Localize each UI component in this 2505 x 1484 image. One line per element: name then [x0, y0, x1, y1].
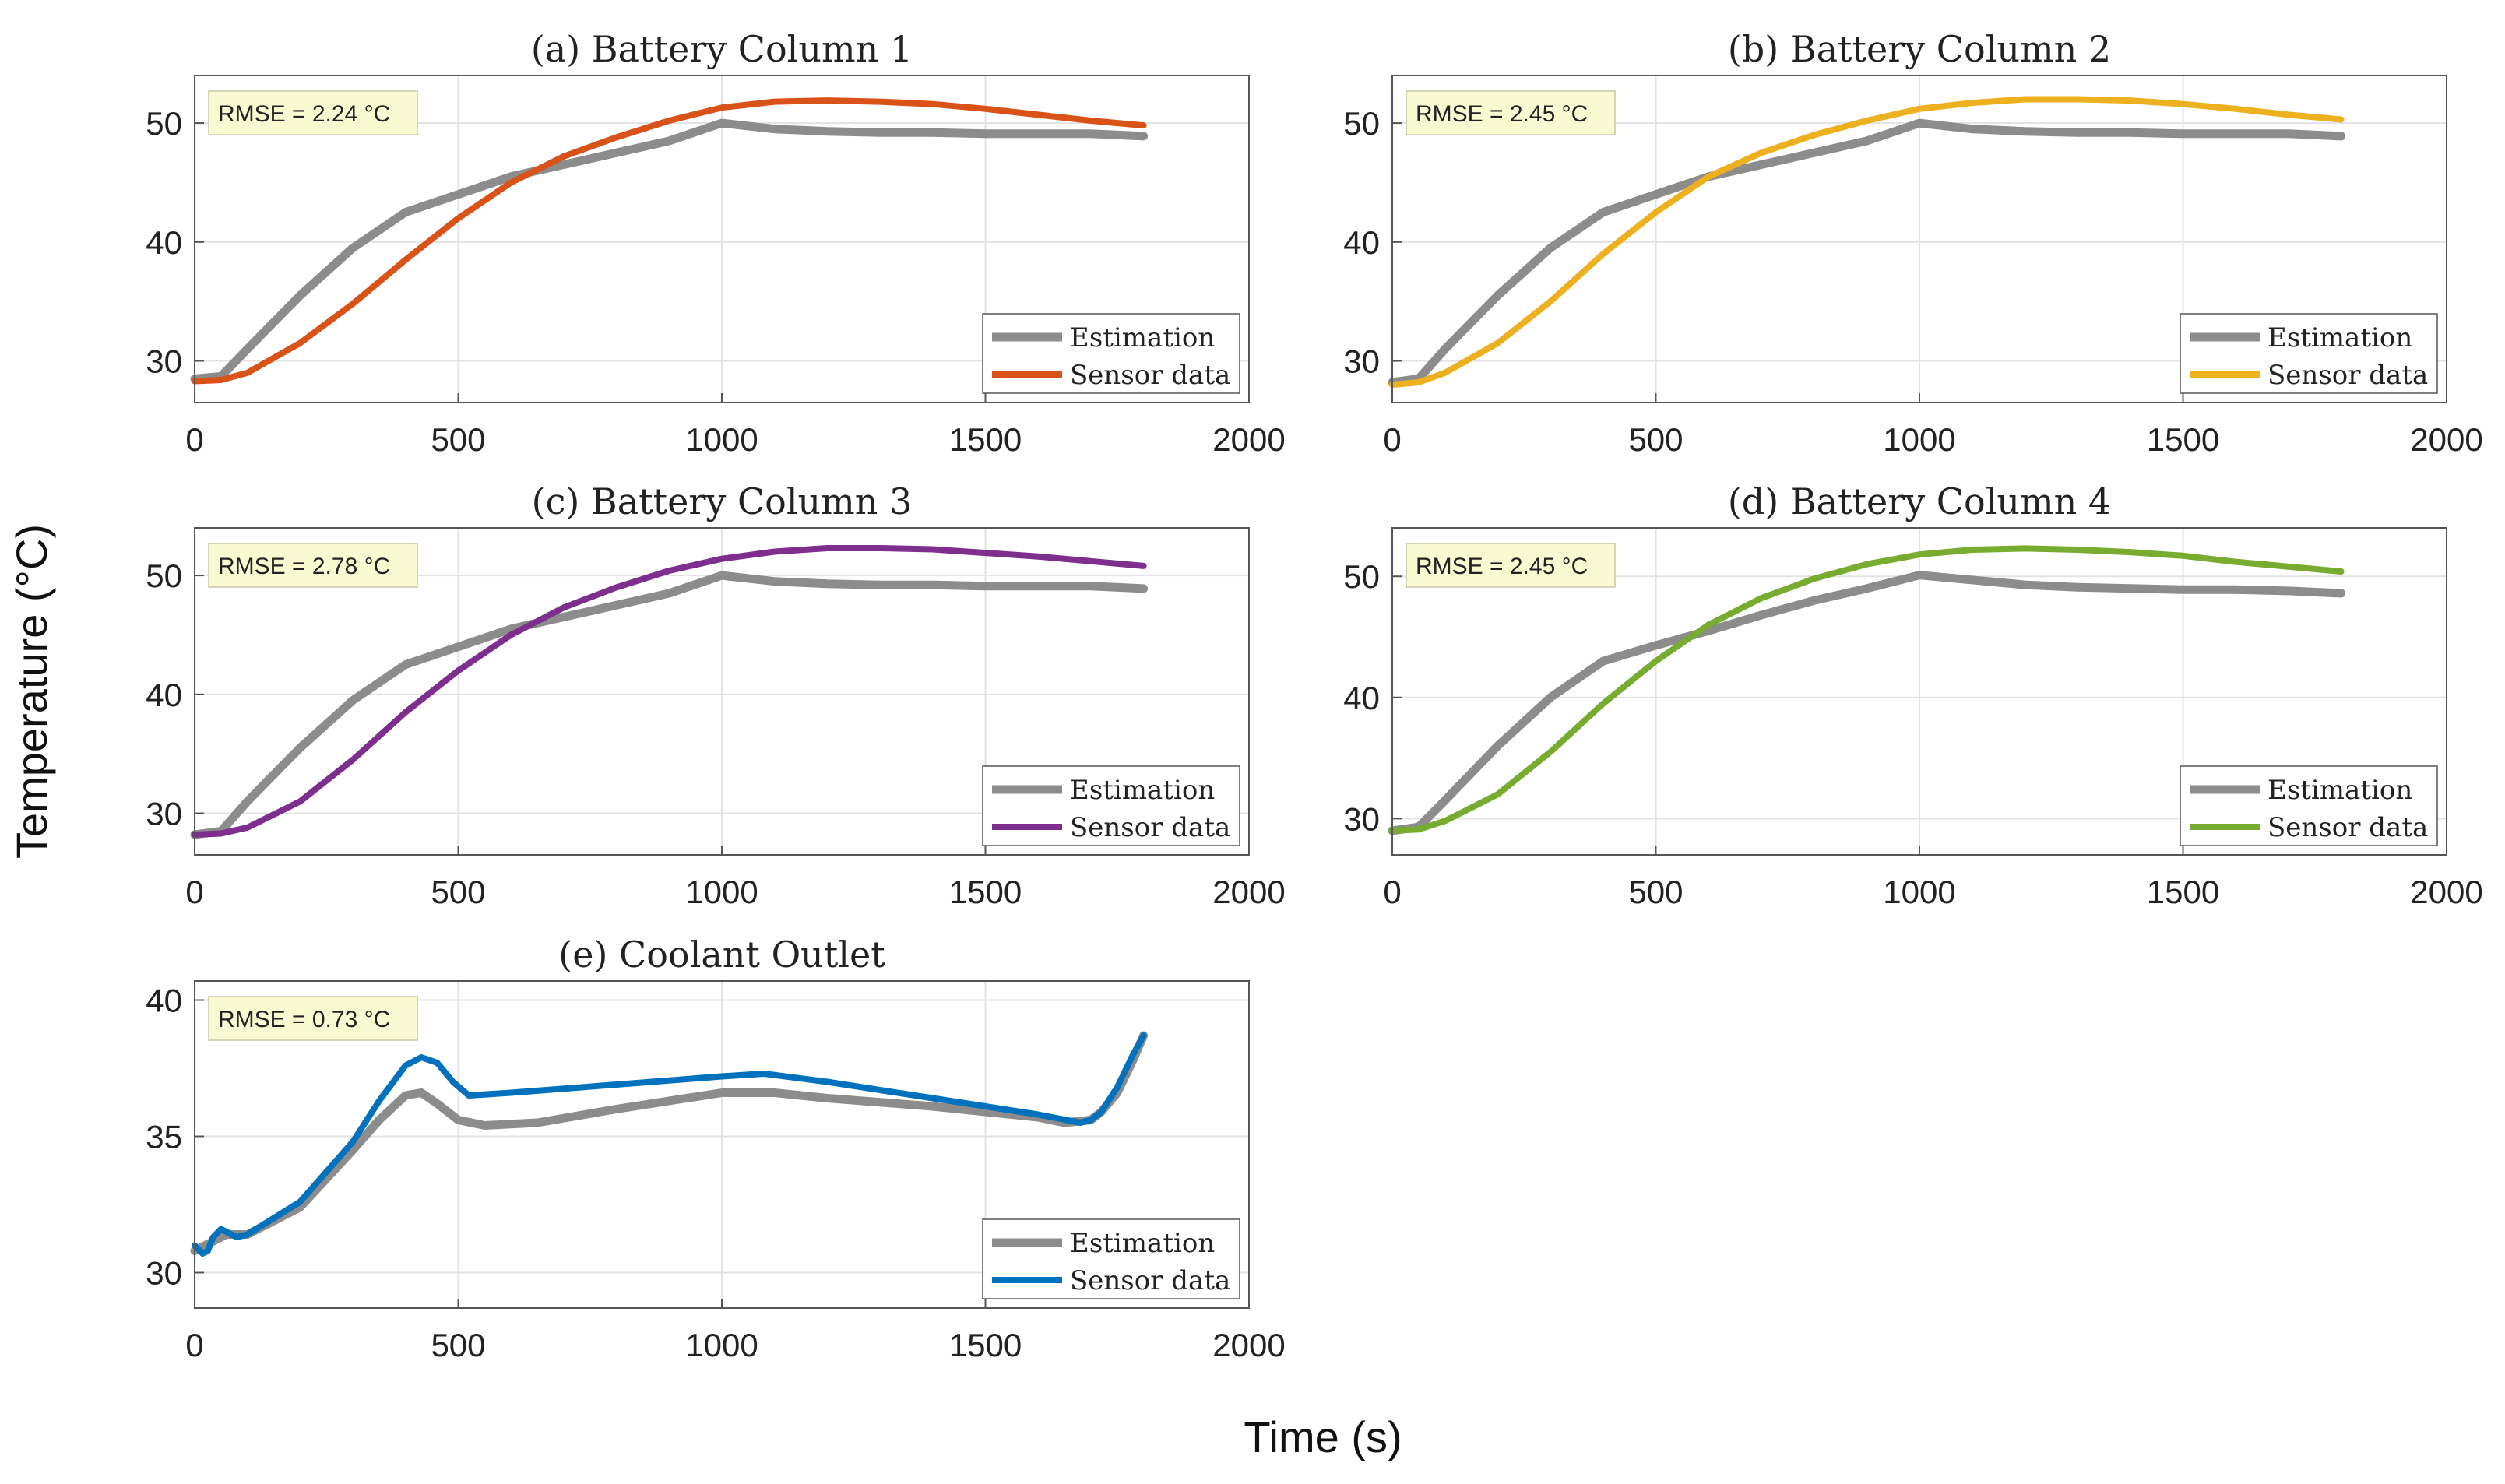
- x-tick-label: 0: [185, 874, 203, 910]
- x-tick-label: 1000: [685, 421, 758, 458]
- y-tick-label: 50: [146, 557, 182, 594]
- chart-title: (b) Battery Column 2: [1728, 28, 2111, 70]
- series-line-sensor: [192, 545, 1147, 838]
- chart-panel-1: 0 500 1000 1500 2000 30 40 50 (a) Battery Column…: [146, 28, 1285, 458]
- y-tick-label: 30: [1343, 800, 1380, 837]
- rmse-annotation-box: [1406, 90, 1616, 135]
- series-line-estimation: [190, 571, 1149, 839]
- x-tick-label: 2000: [1212, 1327, 1285, 1363]
- chart-panel-4: 0 500 1000 1500 2000 30 40 50 (d) Battery Column…: [1343, 480, 2482, 910]
- x-axis-label: Time (s): [1244, 1412, 1402, 1461]
- x-tick-label: 0: [185, 1327, 203, 1363]
- x-tick-label: 1500: [2147, 874, 2219, 910]
- y-tick-label: 40: [146, 983, 182, 1019]
- x-tick-label: 2000: [1212, 874, 1285, 910]
- legend-box: [982, 1218, 1240, 1299]
- rmse-annotation: RMSE = 2.78 °C: [218, 554, 390, 579]
- legend-box: [2180, 313, 2438, 394]
- legend-box: [982, 765, 1240, 846]
- series-line-estimation: [1388, 118, 2346, 387]
- rmse-annotation: RMSE = 0.73 °C: [218, 1007, 390, 1032]
- rmse-annotation-box: [1406, 543, 1616, 588]
- y-tick-label: 35: [146, 1119, 182, 1155]
- legend-label: Estimation: [1070, 1228, 1215, 1259]
- y-tick-label: 30: [146, 1255, 182, 1292]
- y-tick-label: 50: [146, 105, 182, 142]
- legend-label: Estimation: [1070, 322, 1215, 353]
- legend-label: Sensor data: [1070, 1265, 1230, 1296]
- legend-label: Sensor data: [1070, 812, 1230, 843]
- x-tick-label: 1500: [949, 874, 1022, 910]
- legend-label: Sensor data: [2268, 812, 2428, 843]
- x-tick-label: 500: [1628, 421, 1683, 458]
- x-tick-label: 1000: [1883, 874, 1955, 910]
- series-line-estimation: [190, 118, 1149, 383]
- y-tick-label: 30: [146, 343, 182, 380]
- x-tick-label: 1000: [685, 874, 758, 910]
- legend-box: [982, 313, 1240, 394]
- rmse-annotation-box: [208, 543, 418, 588]
- chart-title: (d) Battery Column 4: [1728, 480, 2111, 522]
- series-line-sensor: [192, 97, 1147, 385]
- y-tick-label: 40: [146, 677, 182, 713]
- x-tick-label: 2000: [2410, 874, 2482, 910]
- x-tick-label: 2000: [1212, 421, 1285, 458]
- y-tick-label: 40: [146, 224, 182, 261]
- legend-box: [2180, 765, 2438, 846]
- rmse-annotation: RMSE = 2.45 °C: [1416, 554, 1588, 579]
- y-tick-label: 50: [1343, 105, 1380, 142]
- series-line-sensor: [1389, 96, 2345, 389]
- series-line-sensor: [192, 1032, 1147, 1257]
- x-tick-label: 1500: [2147, 421, 2219, 458]
- series-line-estimation: [1388, 571, 2346, 835]
- x-tick-label: 500: [431, 874, 485, 910]
- x-tick-label: 1000: [685, 1327, 758, 1363]
- rmse-annotation-box: [208, 996, 418, 1041]
- chart-title: (c) Battery Column 3: [532, 480, 913, 522]
- x-tick-label: 0: [185, 421, 203, 458]
- x-tick-label: 500: [1628, 874, 1683, 910]
- y-axis-label: Temperature (°C): [7, 524, 56, 859]
- chart-panel-5: 0 500 1000 1500 2000 30 35 40 (e) Coolant Outlet…: [146, 934, 1285, 1363]
- x-tick-label: 500: [431, 1327, 485, 1363]
- legend-label: Estimation: [1070, 775, 1215, 806]
- y-tick-label: 30: [1343, 343, 1380, 380]
- chart-title: (a) Battery Column 1: [531, 28, 913, 70]
- chart-panel-2: 0 500 1000 1500 2000 30 40 50 (b) Battery Column…: [1343, 28, 2482, 458]
- chart-panel-3: 0 500 1000 1500 2000 30 40 50 (c) Battery Column…: [146, 480, 1285, 910]
- legend-label: Estimation: [2268, 775, 2412, 806]
- x-tick-label: 2000: [2410, 421, 2482, 458]
- legend-label: Estimation: [2268, 322, 2412, 353]
- y-tick-label: 50: [1343, 558, 1380, 595]
- series-line-sensor: [1389, 545, 2345, 834]
- legend-label: Sensor data: [2268, 360, 2428, 391]
- rmse-annotation-box: [208, 90, 418, 135]
- y-tick-label: 30: [146, 796, 182, 832]
- legend-label: Sensor data: [1070, 360, 1230, 391]
- rmse-annotation: RMSE = 2.45 °C: [1416, 101, 1588, 127]
- y-tick-label: 40: [1343, 224, 1380, 261]
- x-tick-label: 1500: [949, 421, 1022, 458]
- x-tick-label: 500: [431, 421, 485, 458]
- rmse-annotation: RMSE = 2.24 °C: [218, 101, 390, 127]
- x-tick-label: 0: [1383, 874, 1401, 910]
- x-tick-label: 1000: [1883, 421, 1955, 458]
- chart-title: (e) Coolant Outlet: [558, 934, 885, 976]
- x-tick-label: 1500: [949, 1327, 1022, 1363]
- y-tick-label: 40: [1343, 680, 1380, 716]
- x-tick-label: 0: [1383, 421, 1401, 458]
